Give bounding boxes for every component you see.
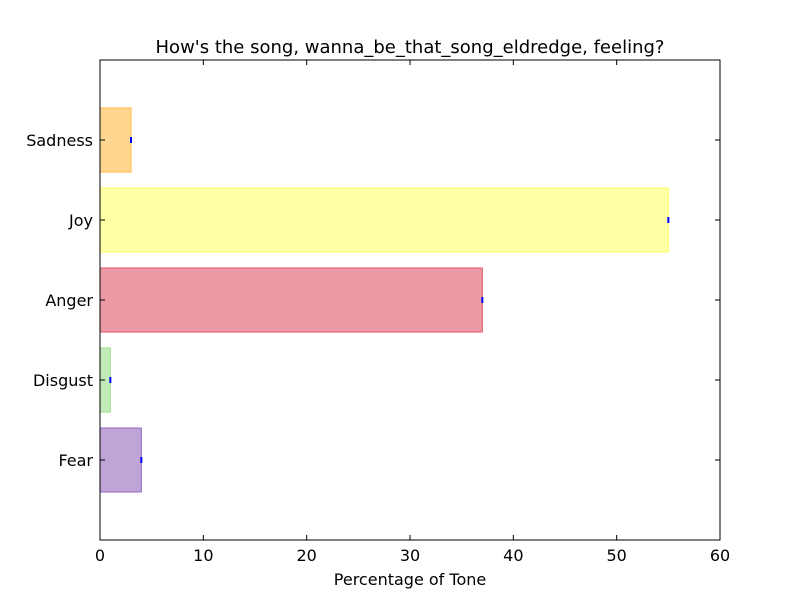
y-axis: Fear Disgust Anger Joy Sadness [26,131,720,470]
y-tick-label-sadness: Sadness [26,131,93,150]
x-tick-label-30: 30 [400,546,420,565]
bars [99,107,669,493]
bar-anger [99,267,483,333]
x-tick-label-60: 60 [710,546,730,565]
bar-end-marker-fear [140,457,143,463]
bar-end-marker-sadness [130,137,132,143]
chart-title: How's the song, wanna_be_that_song_eldre… [156,37,665,58]
bar-end-marker-joy [667,217,670,223]
x-axis: 0 10 20 30 40 50 60 [95,60,730,565]
y-tick-label-joy: Joy [68,211,93,230]
bar-fear [99,427,142,493]
x-tick-label-0: 0 [95,546,105,565]
x-tick-label-20: 20 [296,546,316,565]
bar-joy [99,187,669,253]
y-tick-label-anger: Anger [45,291,93,310]
bar-end-marker-disgust [109,377,112,383]
x-tick-label-40: 40 [503,546,523,565]
x-tick-label-50: 50 [606,546,626,565]
x-tick-label-10: 10 [193,546,213,565]
y-tick-label-disgust: Disgust [33,371,93,390]
bar-end-marker-anger [481,297,484,303]
y-tick-label-fear: Fear [58,451,93,470]
bar-end-markers [109,137,670,463]
x-axis-label: Percentage of Tone [334,570,486,589]
